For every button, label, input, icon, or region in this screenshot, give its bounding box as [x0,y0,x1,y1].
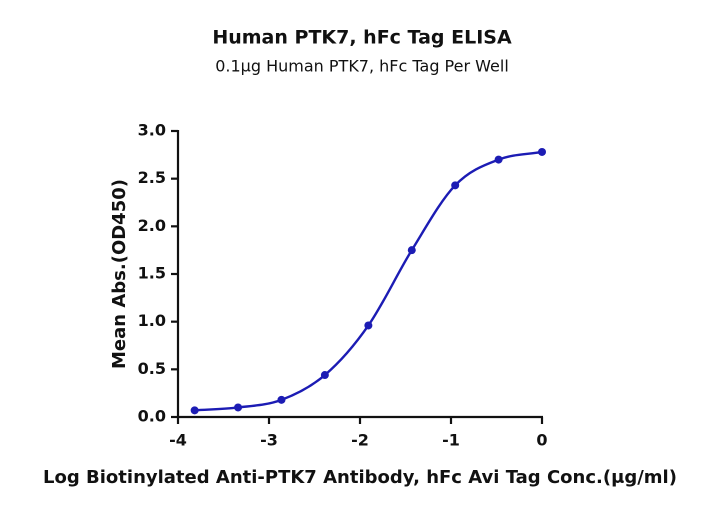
data-point [538,147,546,156]
y-tick-label: 1.5 [138,264,166,283]
data-point [451,181,460,190]
data-point [494,155,503,164]
chart-title: Human PTK7, hFc Tag ELISA [212,27,512,49]
x-axis-label: Log Biotinylated Anti-PTK7 Antibody, hFc… [43,467,677,488]
data-point [190,406,199,415]
y-tick-label: 0.0 [138,407,166,426]
x-tick-label: -3 [260,431,278,450]
data-point [234,403,243,412]
x-tick-label: -4 [169,431,187,450]
x-tick-label: 0 [536,431,547,450]
y-axis-label: Mean Abs.(OD450) [109,179,130,369]
data-point [364,321,373,330]
y-tick-label: 0.5 [138,359,166,378]
y-tick-label: 2.5 [138,168,166,187]
data-point [320,371,329,380]
x-tick-label: -1 [442,431,460,450]
data-point [277,395,286,404]
y-tick-label: 2.0 [138,216,166,235]
data-point [407,246,416,255]
chart-subtitle: 0.1μg Human PTK7, hFc Tag Per Well [215,57,509,76]
fit-curve [194,150,543,412]
y-tick-label: 1.0 [138,311,166,330]
x-tick-label: -2 [351,431,369,450]
y-tick-label: 3.0 [138,121,166,140]
